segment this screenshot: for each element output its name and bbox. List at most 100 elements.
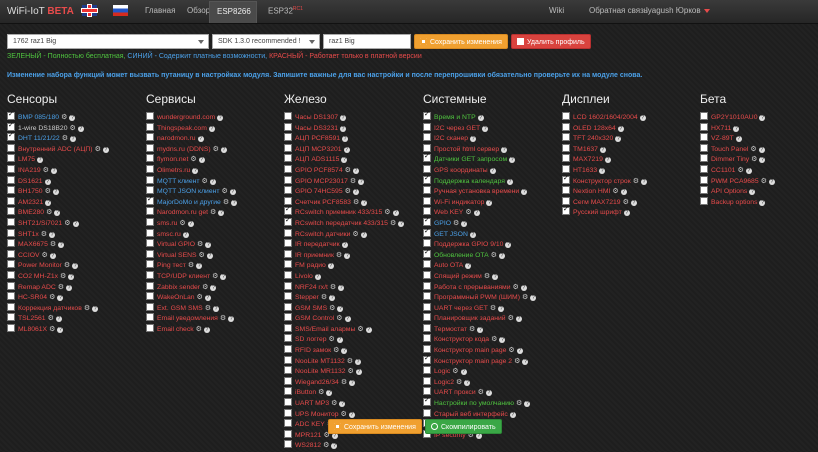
gear-icon[interactable]: ⚙ <box>61 135 68 143</box>
gear-icon[interactable]: ⚙ <box>60 272 67 280</box>
feature-item[interactable]: Logic2 ⚙? <box>423 376 536 388</box>
feature-checkbox[interactable] <box>7 270 15 279</box>
feature-item[interactable]: Thingspeak.com? <box>146 122 237 134</box>
feature-checkbox[interactable] <box>7 207 15 216</box>
gear-icon[interactable]: ⚙ <box>352 198 360 206</box>
feature-checkbox[interactable] <box>284 313 292 322</box>
feature-item[interactable]: Ping тест ⚙? <box>146 260 237 271</box>
help-icon[interactable]: ? <box>327 263 334 270</box>
feature-checkbox[interactable] <box>284 345 292 354</box>
help-icon[interactable]: ? <box>599 146 606 153</box>
nav-home[interactable]: Главная <box>145 6 176 15</box>
feature-checkbox[interactable] <box>284 196 292 205</box>
help-icon[interactable]: ? <box>77 125 84 132</box>
feature-checkbox[interactable] <box>146 249 154 258</box>
help-icon[interactable]: ? <box>489 167 496 174</box>
feature-checkbox[interactable] <box>146 164 154 173</box>
feature-checkbox[interactable] <box>562 143 570 152</box>
feature-item[interactable]: WS2812 ⚙? <box>284 440 404 451</box>
feature-checkbox[interactable] <box>423 270 431 279</box>
feature-item[interactable]: DS1621? <box>7 175 109 187</box>
feature-item[interactable]: DHT 11/21/22⚙? <box>7 131 109 144</box>
help-icon[interactable]: ? <box>520 284 527 291</box>
help-icon[interactable]: ? <box>482 125 489 132</box>
gear-icon[interactable]: ⚙ <box>515 400 523 408</box>
gear-icon[interactable]: ⚙ <box>204 304 211 312</box>
feature-checkbox[interactable] <box>146 281 154 290</box>
gear-icon[interactable]: ⚙ <box>489 304 497 312</box>
feature-item[interactable]: narodmon.ru? <box>146 133 237 144</box>
help-icon[interactable]: ? <box>361 199 368 206</box>
help-icon[interactable]: ? <box>55 316 62 323</box>
feature-checkbox[interactable] <box>146 195 154 205</box>
gear-icon[interactable]: ⚙ <box>514 357 521 365</box>
feature-item[interactable]: Русский шрифт? <box>562 205 647 218</box>
help-icon[interactable]: ? <box>475 432 482 439</box>
feature-item[interactable]: Virtual SENS ⚙? <box>146 249 237 261</box>
feature-checkbox[interactable] <box>423 396 431 407</box>
help-icon[interactable]: ? <box>623 210 630 217</box>
feature-checkbox[interactable] <box>423 260 431 269</box>
help-icon[interactable]: ? <box>336 337 343 344</box>
delete-profile-button[interactable]: Удалить профиль <box>511 34 591 49</box>
feature-checkbox[interactable] <box>423 174 431 184</box>
help-icon[interactable]: ? <box>735 136 742 143</box>
gear-icon[interactable]: ⚙ <box>318 389 325 397</box>
nav-feedback[interactable]: Обратная связь <box>589 6 648 15</box>
feature-item[interactable]: BME280 ⚙? <box>7 207 109 218</box>
feature-checkbox[interactable] <box>7 249 15 258</box>
help-icon[interactable]: ? <box>360 231 367 238</box>
feature-item[interactable]: Ext. GSM SMS ⚙? <box>146 302 237 314</box>
feature-checkbox[interactable] <box>7 110 15 120</box>
help-icon[interactable]: ? <box>92 305 99 312</box>
feature-item[interactable]: GPS координаты? <box>423 164 536 176</box>
help-icon[interactable]: ? <box>339 401 346 408</box>
feature-item[interactable]: Virtual GPIO ⚙? <box>146 239 237 250</box>
feature-checkbox[interactable] <box>284 228 292 237</box>
gear-icon[interactable]: ⚙ <box>452 368 459 376</box>
feature-item[interactable]: Спящий режим ⚙? <box>423 270 536 282</box>
help-icon[interactable]: ? <box>492 273 499 280</box>
feature-item[interactable]: BMP 085/180⚙? <box>7 110 109 123</box>
feature-item[interactable]: NooLite MT1132 ⚙? <box>284 355 404 367</box>
feature-item[interactable]: Auto OTA? <box>423 260 536 271</box>
feature-item[interactable]: sms.ru ⚙? <box>146 217 237 229</box>
gear-icon[interactable]: ⚙ <box>201 177 208 185</box>
help-icon[interactable]: ? <box>45 199 52 206</box>
feature-checkbox[interactable] <box>284 429 292 438</box>
help-icon[interactable]: ? <box>505 242 512 249</box>
help-icon[interactable]: ? <box>599 167 606 174</box>
help-icon[interactable]: ? <box>341 242 348 249</box>
help-icon[interactable]: ? <box>197 136 204 143</box>
feature-checkbox[interactable] <box>423 122 431 131</box>
feature-checkbox[interactable] <box>7 281 15 290</box>
feature-item[interactable]: Сегм MAX7219 ⚙? <box>562 196 647 208</box>
feature-checkbox[interactable] <box>284 164 292 173</box>
gear-icon[interactable]: ⚙ <box>212 145 219 153</box>
feature-checkbox[interactable] <box>700 175 708 184</box>
feature-item[interactable]: Wiegand26/34 ⚙? <box>284 376 404 388</box>
feature-checkbox[interactable] <box>700 122 708 131</box>
help-icon[interactable]: ? <box>203 326 210 333</box>
help-icon[interactable]: ? <box>355 358 362 365</box>
help-icon[interactable]: ? <box>198 157 205 164</box>
help-icon[interactable]: ? <box>615 136 622 143</box>
help-icon[interactable]: ? <box>204 295 211 302</box>
gear-icon[interactable]: ⚙ <box>210 209 217 217</box>
gear-icon[interactable]: ⚙ <box>40 230 48 238</box>
nav-esp8266-tab[interactable]: ESP8266 <box>209 1 257 23</box>
feature-checkbox[interactable] <box>423 239 431 248</box>
feature-item[interactable]: LM75? <box>7 154 109 165</box>
gear-icon[interactable]: ⚙ <box>197 241 204 249</box>
feature-item[interactable]: Работа с прерываниями ⚙? <box>423 281 536 293</box>
help-icon[interactable]: ? <box>231 199 238 206</box>
uk-flag-icon[interactable] <box>82 5 97 16</box>
help-icon[interactable]: ? <box>69 115 76 121</box>
feature-item[interactable]: UPS Монитор ⚙? <box>284 408 404 420</box>
feature-item[interactable]: GP2Y1010AU0? <box>700 112 775 123</box>
help-icon[interactable]: ? <box>49 231 56 238</box>
feature-checkbox[interactable] <box>423 227 431 237</box>
feature-checkbox[interactable] <box>146 175 154 184</box>
gear-icon[interactable]: ⚙ <box>467 431 474 439</box>
gear-icon[interactable]: ⚙ <box>336 315 343 323</box>
